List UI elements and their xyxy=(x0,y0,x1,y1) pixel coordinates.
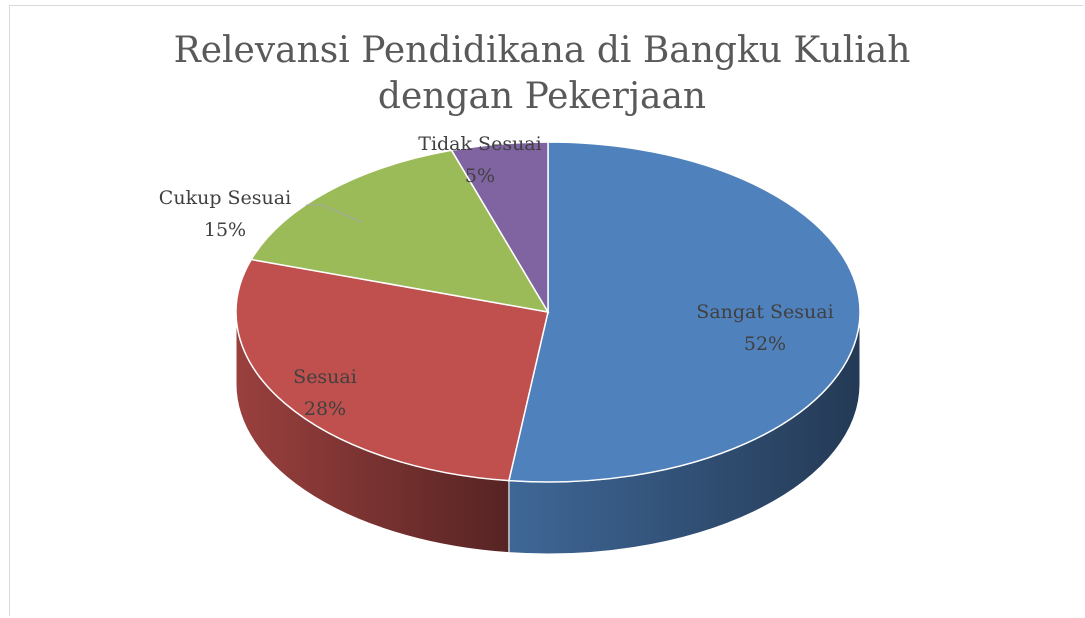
pie-slice xyxy=(235,258,549,482)
slice-label: Tidak Sesuai xyxy=(418,133,541,155)
slice-value-label: 52% xyxy=(744,333,786,355)
pie-slice xyxy=(250,149,550,314)
slice-label: Sangat Sesuai xyxy=(696,301,833,323)
slice-value-label: 15% xyxy=(204,219,246,241)
slice-label: Cukup Sesuai xyxy=(159,187,291,209)
chart-frame xyxy=(9,5,1083,616)
chart-title: Relevansi Pendidikana di Bangku Kuliah d… xyxy=(173,30,911,117)
pie-slice xyxy=(507,141,861,483)
pie-slice xyxy=(450,141,549,315)
slice-value-label: 5% xyxy=(465,165,495,187)
slice-label: Sesuai xyxy=(293,366,357,388)
slice-value-label: 28% xyxy=(304,398,346,420)
leader-line xyxy=(306,204,363,223)
